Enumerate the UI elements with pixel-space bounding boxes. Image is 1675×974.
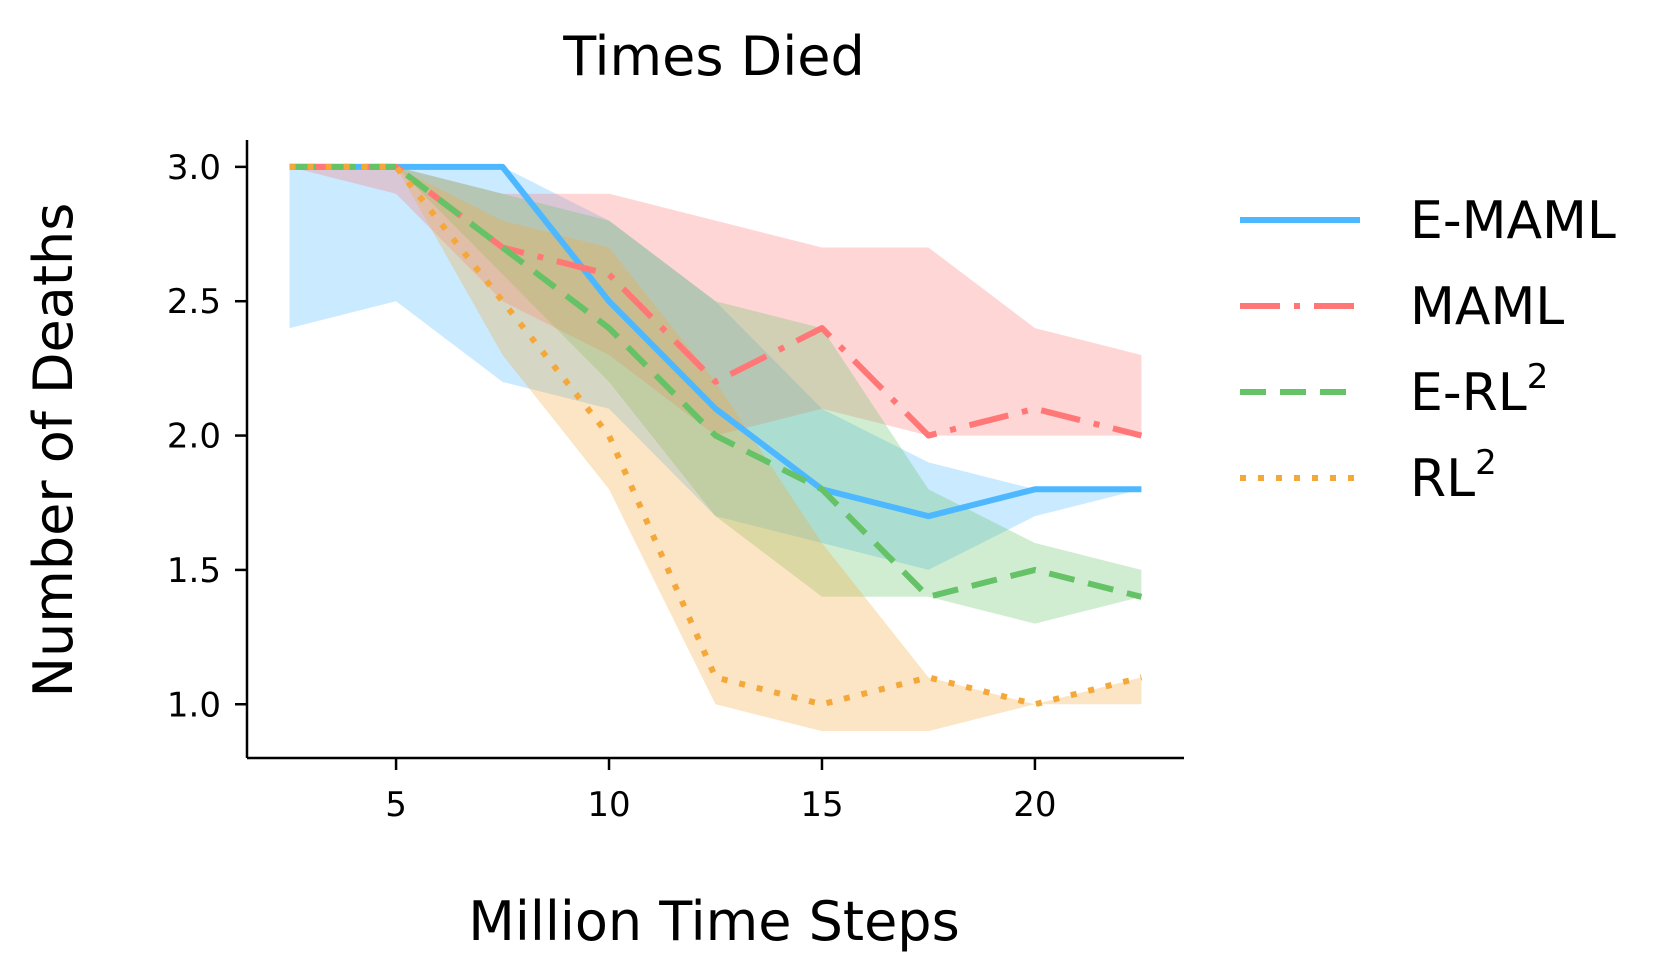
y-tick-label: 3.0	[167, 148, 221, 188]
confidence-bands	[289, 166, 1142, 732]
rl2-line	[289, 163, 1143, 708]
y-tick-label: 1.5	[167, 551, 221, 591]
y-tick-label: 2.5	[167, 282, 221, 322]
y-axis-label: Number of Deaths	[22, 203, 85, 698]
x-tick-label: 20	[1013, 785, 1056, 825]
rl2-band	[289, 166, 1142, 732]
legend-label-e-rl2: E-RL2	[1410, 357, 1548, 423]
y-tick-label: 1.0	[167, 685, 221, 725]
e-maml-band	[289, 166, 1142, 570]
x-tick-label: 5	[385, 785, 407, 825]
legend-label-maml: MAML	[1410, 277, 1564, 337]
axes	[245, 140, 1184, 760]
series-lines	[289, 163, 1143, 708]
x-tick-label: 10	[587, 785, 630, 825]
y-tick-label: 2.0	[167, 417, 221, 457]
legend-label-e-maml: E-MAML	[1410, 191, 1616, 251]
x-ticks: 5 10 15 20	[385, 758, 1057, 825]
legend: E-MAML MAML E-RL2 RL2	[1240, 191, 1616, 509]
x-axis-label: Million Time Steps	[468, 890, 959, 953]
legend-label-rl2: RL2	[1410, 443, 1497, 509]
maml-band	[289, 166, 1142, 436]
e-rl2-band	[289, 166, 1142, 624]
y-ticks: 1.0 1.5 2.0 2.5 3.0	[167, 148, 247, 725]
x-tick-label: 15	[800, 785, 843, 825]
chart-title: Times Died	[562, 25, 865, 88]
